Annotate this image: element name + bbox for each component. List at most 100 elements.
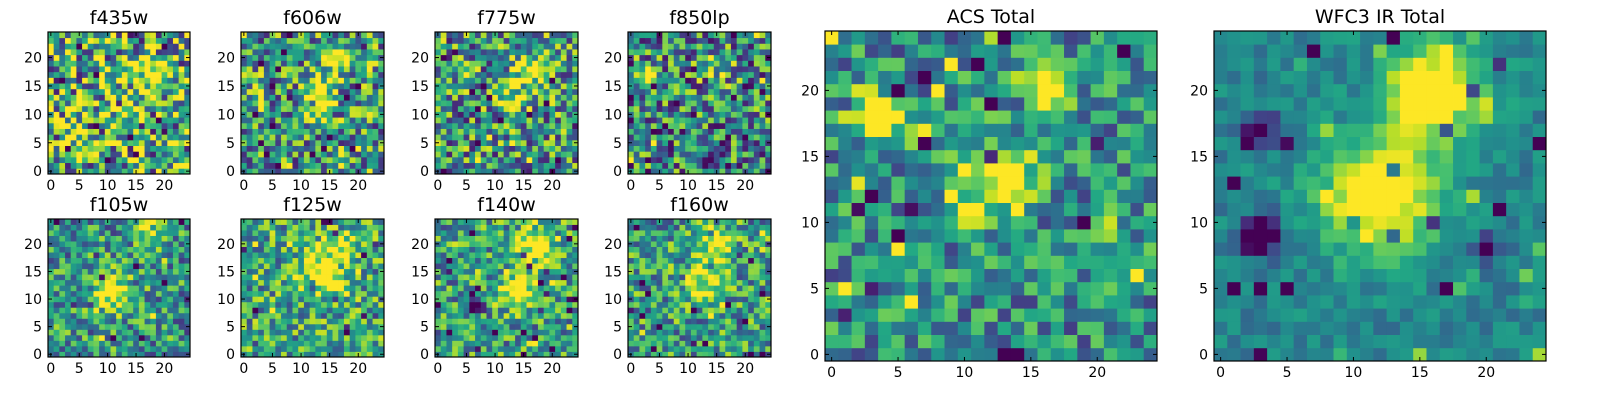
heatmap-cell xyxy=(537,268,545,275)
heatmap-cell xyxy=(258,94,265,101)
heatmap-cell xyxy=(321,49,328,56)
heatmap-cell xyxy=(690,334,698,341)
heatmap-cell xyxy=(332,32,339,39)
heatmap-cell xyxy=(48,246,55,253)
heatmap-cell xyxy=(532,246,539,253)
heatmap-cell xyxy=(633,279,640,286)
heatmap-cell xyxy=(765,290,772,297)
heatmap-cell xyxy=(560,263,567,270)
heatmap-cell xyxy=(70,145,77,152)
heatmap-cell xyxy=(133,37,140,44)
heatmap-cell xyxy=(110,139,117,146)
heatmap-cell xyxy=(639,285,646,292)
heatmap-cell xyxy=(155,246,162,253)
heatmap-cell xyxy=(309,318,316,325)
heatmap-cell xyxy=(372,235,379,242)
heatmap-cell xyxy=(480,111,487,118)
heatmap-cell xyxy=(309,100,316,107)
heatmap-cell xyxy=(702,77,709,84)
heatmap-cell xyxy=(292,128,299,135)
heatmap-cell xyxy=(70,49,77,56)
heatmap-cell xyxy=(696,279,703,286)
heatmap-cell xyxy=(332,43,339,50)
heatmap-cell xyxy=(503,71,510,78)
heatmap-cell xyxy=(76,318,83,325)
heatmap-cell xyxy=(161,111,168,118)
heatmap-cell xyxy=(110,263,117,270)
heatmap-cell xyxy=(685,37,692,44)
y-tick-label: 15 xyxy=(24,79,42,95)
heatmap-cell xyxy=(53,334,60,341)
heatmap-cell xyxy=(475,246,482,253)
heatmap-cell xyxy=(509,323,516,330)
heatmap-cell xyxy=(526,111,533,118)
heatmap-cell xyxy=(263,151,270,158)
heatmap-cell xyxy=(99,54,106,61)
heatmap-cell xyxy=(497,252,505,259)
heatmap-cell xyxy=(184,307,191,314)
heatmap-cell xyxy=(252,32,259,39)
heatmap-cell xyxy=(673,43,680,50)
heatmap-cell xyxy=(475,54,482,61)
heatmap-cell xyxy=(338,37,345,44)
heatmap-cell xyxy=(560,37,567,44)
heatmap-cell xyxy=(338,139,345,146)
heatmap-cell xyxy=(110,340,117,347)
heatmap-cell xyxy=(520,162,527,169)
heatmap-cell xyxy=(65,105,72,112)
heatmap-cell xyxy=(685,134,692,141)
heatmap-cell xyxy=(127,134,134,141)
heatmap-cell xyxy=(440,279,447,286)
heatmap-cell xyxy=(572,252,579,259)
heatmap-cell xyxy=(475,301,482,308)
heatmap-cell xyxy=(321,162,328,169)
heatmap-cell xyxy=(252,334,259,341)
heatmap-cell xyxy=(138,37,145,44)
heatmap-cell xyxy=(138,54,145,61)
heatmap-cell xyxy=(246,268,253,275)
heatmap-cell xyxy=(82,230,89,236)
heatmap-cell xyxy=(555,224,562,231)
heatmap-cell xyxy=(566,105,573,112)
heatmap-cell xyxy=(144,83,151,90)
heatmap-cell xyxy=(281,122,288,129)
heatmap-cell xyxy=(486,318,493,325)
heatmap-cell xyxy=(116,111,123,118)
heatmap-cell xyxy=(133,71,140,78)
heatmap-cell xyxy=(93,329,100,336)
x-tick-label: 15 xyxy=(127,178,145,194)
heatmap-cell xyxy=(82,290,89,297)
heatmap-cell xyxy=(555,111,562,118)
heatmap-cell xyxy=(309,105,316,112)
heatmap-cell xyxy=(549,296,556,303)
heatmap-cell xyxy=(349,323,356,330)
heatmap-cell xyxy=(572,145,579,152)
heatmap-cell xyxy=(509,329,516,336)
heatmap-cell xyxy=(252,246,259,253)
heatmap-cell xyxy=(104,37,111,44)
heatmap-cell xyxy=(555,235,562,242)
heatmap-cell xyxy=(532,263,539,270)
heatmap-cell xyxy=(526,77,533,84)
heatmap-cell xyxy=(309,43,316,50)
heatmap-cell xyxy=(161,60,168,67)
heatmap-cell xyxy=(748,60,755,67)
heatmap-cell xyxy=(178,128,185,135)
heatmap-cell xyxy=(503,117,510,124)
heatmap-cell xyxy=(708,88,715,95)
heatmap-cell xyxy=(361,139,368,146)
heatmap-cell xyxy=(742,94,749,101)
heatmap-cell xyxy=(127,71,134,78)
heatmap-cell xyxy=(53,307,60,314)
heatmap-cell xyxy=(566,37,573,44)
heatmap-cell xyxy=(150,241,157,247)
heatmap-cell xyxy=(366,122,373,129)
heatmap-cell xyxy=(184,257,191,264)
heatmap-cell xyxy=(286,111,293,118)
heatmap-cell xyxy=(184,134,191,141)
heatmap-cell xyxy=(309,279,316,286)
heatmap-cell xyxy=(475,290,482,297)
heatmap-cell xyxy=(184,312,191,319)
heatmap-cell xyxy=(515,268,522,275)
heatmap-cell xyxy=(53,49,60,56)
